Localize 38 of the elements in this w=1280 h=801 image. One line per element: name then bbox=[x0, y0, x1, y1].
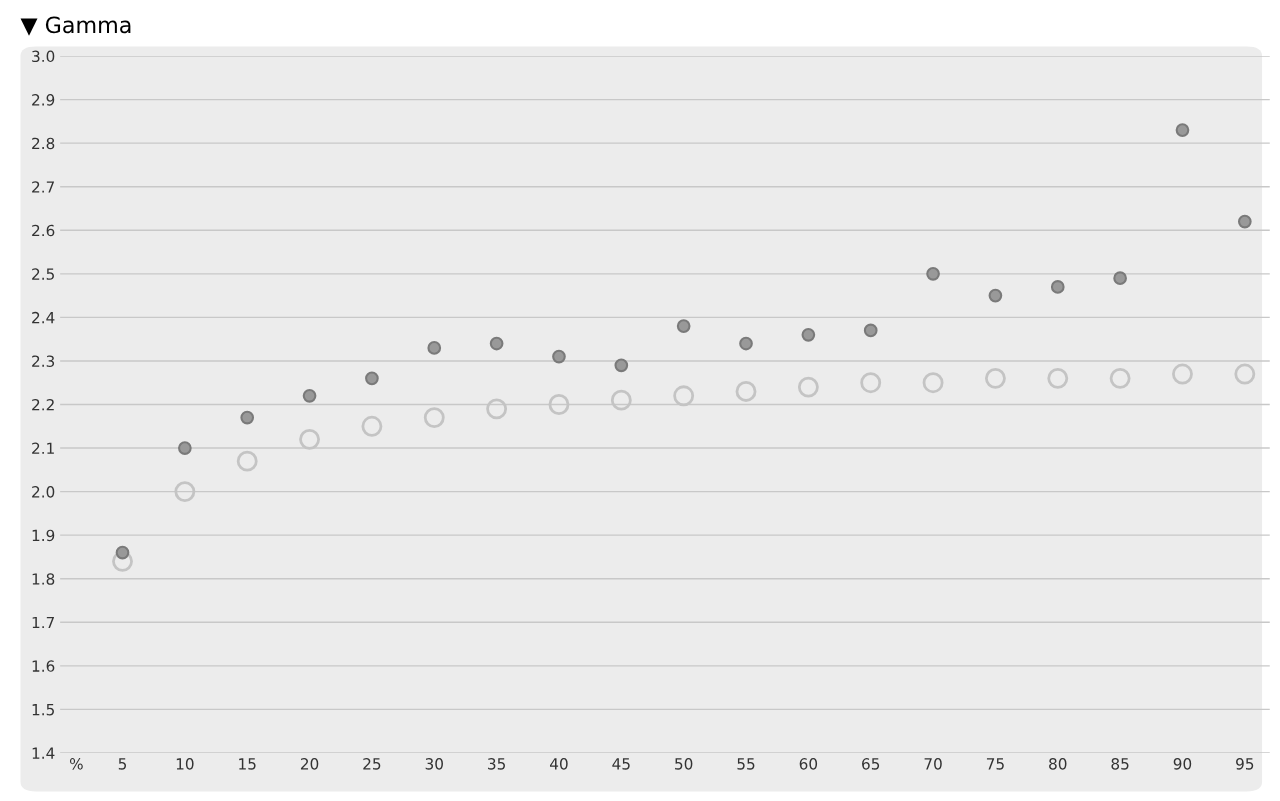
x-tick-label: 85 bbox=[1111, 758, 1129, 770]
y-tick-label: 2.6 bbox=[32, 224, 55, 237]
x-tick-label: 35 bbox=[488, 758, 505, 770]
y-tick-label: 3.0 bbox=[32, 50, 55, 63]
y-tick-label: 2.9 bbox=[32, 94, 55, 106]
y-tick-label: 2.5 bbox=[32, 268, 54, 280]
chart-title: ▼ Gamma bbox=[20, 16, 131, 36]
y-tick-label: 2.1 bbox=[32, 442, 54, 454]
y-tick-label: 2.0 bbox=[32, 486, 55, 498]
y-tick-label: 1.7 bbox=[32, 616, 54, 629]
y-tick-label: 1.5 bbox=[32, 704, 54, 716]
y-tick-label: 2.3 bbox=[32, 355, 55, 367]
x-tick-label: 70 bbox=[924, 758, 942, 770]
y-tick-label: 1.8 bbox=[32, 573, 55, 585]
x-tick-label: 15 bbox=[239, 758, 256, 770]
x-tick-label: 55 bbox=[737, 758, 755, 770]
x-tick-label: 75 bbox=[986, 758, 1004, 770]
x-tick-label: 50 bbox=[675, 758, 693, 770]
x-tick-label: 25 bbox=[363, 758, 381, 770]
y-tick-label: 2.4 bbox=[32, 311, 55, 324]
y-tick-label: 2.7 bbox=[32, 181, 54, 193]
y-tick-label: 1.6 bbox=[32, 660, 55, 672]
y-tick-label: 2.2 bbox=[32, 398, 54, 411]
x-tick-label: 30 bbox=[425, 758, 443, 770]
x-tick-label: 80 bbox=[1049, 758, 1067, 770]
x-tick-label: 40 bbox=[549, 758, 568, 770]
x-tick-label: 20 bbox=[300, 758, 319, 770]
x-tick-label: 90 bbox=[1173, 758, 1192, 770]
y-tick-label: 1.9 bbox=[32, 529, 55, 542]
x-tick-label: 45 bbox=[612, 758, 630, 770]
x-tick-label: 5 bbox=[118, 758, 127, 770]
x-tick-label: 60 bbox=[799, 758, 818, 770]
y-tick-label: 1.4 bbox=[32, 747, 55, 759]
x-tick-label: 95 bbox=[1236, 758, 1254, 770]
x-axis-title: % bbox=[69, 758, 83, 770]
x-tick-label: 10 bbox=[176, 758, 194, 770]
y-tick-label: 2.8 bbox=[32, 137, 55, 150]
x-tick-label: 65 bbox=[862, 758, 880, 770]
